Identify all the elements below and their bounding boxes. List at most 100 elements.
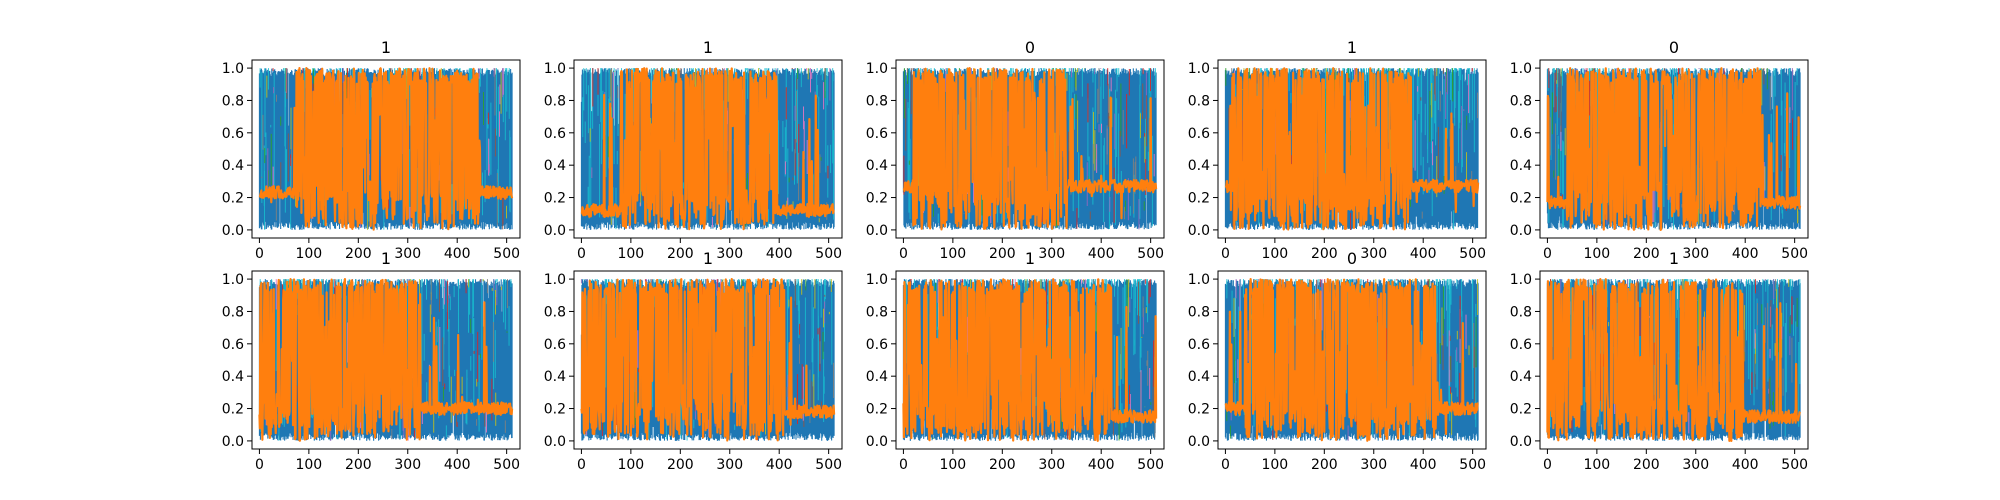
y-tick-label: 0.0 — [866, 223, 888, 239]
x-tick-label: 0 — [577, 457, 586, 473]
y-tick-label: 0.6 — [544, 337, 566, 353]
subplot-4: 1 0 100 200 300 400 500 0.0 0.2 0.4 0.6 0.8 1.0 — [1188, 38, 1487, 262]
x-tick-label: 200 — [1311, 457, 1338, 473]
x-tick-label: 300 — [1360, 246, 1387, 262]
series-highlight — [1224, 278, 1479, 442]
x-tick-label: 100 — [617, 457, 644, 473]
x-tick-label: 500 — [815, 457, 842, 473]
y-tick-label: 1.0 — [544, 272, 566, 288]
subplot-title: 1 — [381, 38, 391, 57]
x-tick-label: 500 — [1137, 457, 1164, 473]
axes-frame — [251, 59, 521, 239]
x-tick-label: 100 — [1583, 246, 1610, 262]
x-tick-label: 200 — [345, 246, 372, 262]
plot-area — [258, 278, 514, 442]
y-tick-label: 0.6 — [544, 126, 566, 142]
plot-area — [1546, 278, 1801, 442]
x-tick-label: 400 — [766, 457, 793, 473]
x-tick-label: 100 — [295, 457, 322, 473]
plot-area — [902, 66, 1158, 231]
x-tick-label: 400 — [1410, 246, 1437, 262]
x-tick-label: 100 — [617, 246, 644, 262]
x-tick-label: 300 — [1038, 457, 1065, 473]
x-tick-label: 500 — [815, 246, 842, 262]
series-highlight — [902, 66, 1158, 231]
series-highlight — [580, 278, 836, 442]
plot-area — [1546, 67, 1802, 231]
y-tick-label: 0.2 — [544, 402, 566, 418]
plot-area — [580, 67, 835, 231]
subplot-title: 1 — [1025, 249, 1035, 268]
y-tick-label: 0.4 — [222, 369, 244, 385]
x-tick-label: 400 — [444, 246, 471, 262]
x-tick-label: 200 — [667, 246, 694, 262]
subplot-5: 0 0 100 200 300 400 500 0.0 0.2 0.4 0.6 0.8 1.0 — [1510, 38, 1809, 262]
y-tick-label: 1.0 — [866, 272, 888, 288]
axes-frame — [573, 59, 843, 239]
x-tick-label: 100 — [295, 246, 322, 262]
subplot-title: 1 — [381, 249, 391, 268]
x-tick-label: 0 — [1543, 246, 1552, 262]
series-highlight — [902, 278, 1158, 442]
y-tick-label: 0.4 — [1510, 158, 1532, 174]
x-tick-label: 100 — [939, 246, 966, 262]
y-tick-label: 0.0 — [1510, 223, 1532, 239]
x-tick-label: 100 — [1261, 457, 1288, 473]
y-tick-label: 1.0 — [222, 61, 244, 77]
x-tick-label: 500 — [1459, 457, 1486, 473]
x-tick-label: 400 — [444, 457, 471, 473]
plot-area — [1224, 278, 1479, 442]
y-tick-label: 0.4 — [544, 158, 566, 174]
x-tick-label: 200 — [1633, 457, 1660, 473]
y-tick-label: 0.2 — [866, 402, 888, 418]
axes-frame — [573, 270, 843, 450]
subplot-6: 1 0 100 200 300 400 500 0.0 0.2 0.4 0.6 0.8 1.0 — [222, 249, 521, 473]
x-tick-label: 400 — [1088, 457, 1115, 473]
y-tick-label: 0.6 — [866, 337, 888, 353]
plot-area — [258, 67, 514, 231]
y-tick-label: 0.6 — [1188, 337, 1210, 353]
y-tick-label: 1.0 — [222, 272, 244, 288]
series-highlight — [258, 67, 514, 231]
axes-frame — [895, 270, 1165, 450]
y-tick-label: 0.0 — [544, 223, 566, 239]
x-tick-label: 300 — [1038, 246, 1065, 262]
x-tick-label: 500 — [1137, 246, 1164, 262]
x-tick-label: 500 — [1781, 457, 1808, 473]
x-tick-label: 300 — [716, 246, 743, 262]
x-tick-label: 0 — [255, 246, 264, 262]
y-tick-label: 0.2 — [1188, 191, 1210, 207]
x-tick-label: 400 — [766, 246, 793, 262]
subplot-10: 1 0 100 200 300 400 500 0.0 0.2 0.4 0.6 0.8 1.0 — [1510, 249, 1809, 473]
y-tick-label: 0.8 — [1510, 304, 1532, 320]
y-tick-label: 0.2 — [1510, 191, 1532, 207]
y-tick-label: 0.8 — [222, 93, 244, 109]
y-tick-label: 0.2 — [1510, 402, 1532, 418]
y-tick-label: 0.8 — [544, 304, 566, 320]
x-tick-label: 300 — [1682, 457, 1709, 473]
subplot-title: 1 — [1669, 249, 1679, 268]
x-tick-label: 0 — [577, 246, 586, 262]
subplot-title: 0 — [1669, 38, 1679, 57]
x-tick-label: 300 — [716, 457, 743, 473]
subplot-title: 0 — [1025, 38, 1035, 57]
y-tick-label: 0.8 — [222, 304, 244, 320]
y-tick-label: 0.2 — [222, 191, 244, 207]
x-tick-label: 500 — [493, 246, 520, 262]
y-tick-label: 1.0 — [1510, 272, 1532, 288]
x-tick-label: 300 — [394, 246, 421, 262]
x-tick-label: 200 — [989, 457, 1016, 473]
subplot-1: 1 0 100 200 300 400 500 0.0 0.2 0.4 0.6 0.8 1.0 — [222, 38, 521, 262]
plot-area — [1224, 67, 1480, 231]
axes-frame — [1539, 270, 1809, 450]
y-tick-label: 0.0 — [1188, 223, 1210, 239]
y-tick-label: 0.8 — [866, 304, 888, 320]
y-tick-label: 0.4 — [866, 158, 888, 174]
y-tick-label: 0.2 — [866, 191, 888, 207]
y-tick-label: 0.0 — [544, 434, 566, 450]
subplot-7: 1 0 100 200 300 400 500 0.0 0.2 0.4 0.6 0.8 1.0 — [544, 249, 843, 473]
x-tick-label: 500 — [1781, 246, 1808, 262]
y-tick-label: 0.8 — [544, 93, 566, 109]
y-tick-label: 0.0 — [222, 223, 244, 239]
